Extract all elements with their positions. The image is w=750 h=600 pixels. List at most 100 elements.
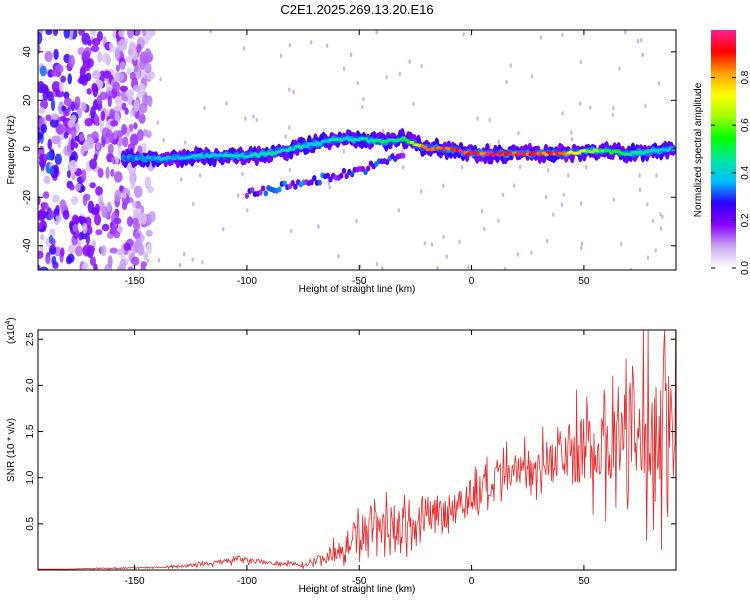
noise-blob bbox=[80, 185, 86, 192]
speckle bbox=[641, 52, 644, 58]
noise-blob bbox=[143, 129, 148, 137]
noise-blob bbox=[106, 129, 113, 138]
speckle bbox=[644, 103, 647, 109]
speckle bbox=[657, 81, 661, 86]
noise-blob bbox=[91, 131, 99, 141]
secondary-ridge-blob bbox=[384, 159, 390, 166]
snr-frame bbox=[37, 329, 677, 571]
speckle bbox=[476, 116, 479, 121]
noise-blob bbox=[130, 173, 136, 181]
speckle bbox=[290, 228, 293, 234]
noise-blob bbox=[82, 140, 90, 152]
speckle bbox=[539, 35, 543, 40]
speckle bbox=[288, 43, 292, 48]
y-tick-label: 2.5 bbox=[25, 332, 36, 346]
ridge-core bbox=[423, 145, 428, 150]
speckle bbox=[624, 30, 627, 35]
speckle bbox=[458, 239, 461, 245]
noise-blob bbox=[49, 244, 57, 255]
noise-blob bbox=[110, 168, 115, 177]
noise-blob bbox=[98, 194, 104, 207]
ridge-core bbox=[641, 151, 646, 155]
noise-blob bbox=[74, 96, 81, 110]
noise-blob bbox=[47, 138, 53, 150]
spectrogram-y-label: Frequency (Hz) bbox=[6, 116, 17, 185]
noise-blob bbox=[113, 171, 123, 183]
y-tick-label: -20 bbox=[22, 190, 33, 205]
noise-blob bbox=[46, 151, 53, 161]
noise-blob bbox=[101, 223, 110, 232]
noise-blob bbox=[116, 248, 125, 256]
speckle bbox=[509, 63, 512, 68]
noise-blob bbox=[87, 200, 95, 214]
speckle bbox=[659, 212, 662, 217]
spectrogram-x-label: Height of straight line (km) bbox=[299, 284, 416, 295]
speckle bbox=[570, 130, 573, 135]
noise-blob bbox=[100, 110, 106, 122]
speckle bbox=[612, 197, 616, 203]
speckle bbox=[201, 259, 204, 265]
noise-blob bbox=[38, 222, 43, 230]
speckle bbox=[654, 248, 657, 253]
noise-blob bbox=[144, 176, 152, 190]
speckle bbox=[342, 66, 346, 71]
noise-blob bbox=[81, 261, 89, 270]
noise-blob bbox=[38, 208, 47, 221]
x-tick-label: 0 bbox=[469, 276, 475, 287]
speckle bbox=[659, 226, 663, 231]
speckle bbox=[570, 137, 574, 142]
secondary-ridge-blob bbox=[317, 179, 322, 186]
noise-blob bbox=[95, 186, 103, 196]
speckle bbox=[488, 117, 491, 123]
noise-blob bbox=[116, 90, 121, 98]
ridge-core bbox=[606, 148, 611, 152]
noise-blob bbox=[145, 229, 153, 237]
noise-blob bbox=[126, 67, 132, 75]
noise-blob bbox=[135, 200, 142, 210]
noise-blob bbox=[129, 109, 135, 117]
noise-blob bbox=[123, 242, 131, 251]
noise-blob bbox=[97, 51, 103, 63]
noise-blob bbox=[102, 70, 112, 79]
speckle bbox=[412, 101, 415, 107]
y-tick-label: 2.0 bbox=[25, 378, 36, 392]
noise-blob bbox=[74, 245, 84, 257]
noise-blob bbox=[59, 115, 67, 122]
speckle bbox=[284, 134, 287, 139]
noise-blob bbox=[66, 170, 72, 179]
speckle bbox=[203, 105, 206, 111]
speckle bbox=[342, 149, 346, 154]
noise-blob bbox=[39, 266, 49, 270]
noise-blob bbox=[44, 88, 50, 95]
snr-scale-close: ) bbox=[6, 317, 17, 320]
noise-blob bbox=[115, 64, 120, 72]
noise-blob bbox=[45, 30, 53, 36]
speckle bbox=[325, 43, 329, 48]
noise-blob bbox=[107, 255, 113, 268]
noise-blob bbox=[132, 84, 141, 92]
speckle bbox=[562, 192, 565, 198]
noise-blob bbox=[51, 113, 59, 121]
noise-blob bbox=[136, 43, 142, 54]
noise-blob bbox=[45, 114, 52, 122]
speckle bbox=[638, 173, 641, 178]
noise-blob bbox=[139, 59, 146, 71]
speckle bbox=[401, 165, 405, 170]
noise-blob bbox=[85, 225, 93, 236]
noise-blob bbox=[113, 231, 121, 239]
noise-blob bbox=[127, 266, 134, 270]
noise-blob bbox=[141, 142, 147, 154]
secondary-ridge-blob bbox=[366, 165, 371, 172]
speckle bbox=[567, 172, 570, 178]
noise-blob bbox=[143, 251, 149, 261]
noise-blob bbox=[51, 135, 61, 145]
secondary-ridge-blob bbox=[325, 172, 330, 179]
speckle bbox=[480, 208, 484, 214]
noise-blob bbox=[48, 166, 55, 174]
colorbar-tick-label: 0.6 bbox=[740, 118, 750, 132]
noise-blob bbox=[114, 155, 120, 165]
noise-blob bbox=[55, 204, 60, 217]
x-tick-label: -150 bbox=[125, 276, 145, 287]
speckle bbox=[241, 171, 244, 177]
noise-blob bbox=[60, 75, 66, 83]
